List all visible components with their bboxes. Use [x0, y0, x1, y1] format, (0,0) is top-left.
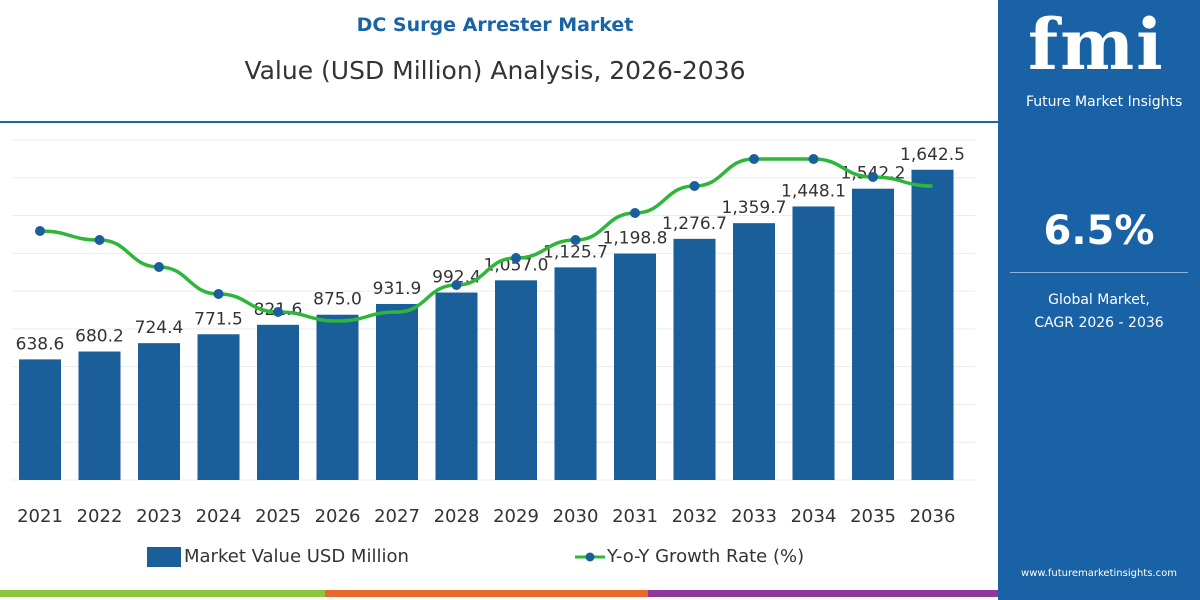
footer-strip-orange	[325, 590, 648, 597]
bar-2026	[316, 314, 359, 480]
chart-plot: 638.62021680.22022724.42023771.52024821.…	[12, 139, 975, 527]
data-label-2026: 875.0	[313, 290, 362, 310]
bar-2025	[257, 324, 299, 480]
bar-2028	[435, 292, 478, 480]
bar-2032	[673, 238, 716, 480]
data-label-2023: 724.4	[135, 318, 184, 338]
logo-subtitle: Future Market Insights	[1026, 94, 1183, 110]
website-link[interactable]: www.futuremarketinsights.com	[1021, 568, 1177, 579]
bar-2024	[197, 334, 240, 480]
data-label-2033: 1,359.7	[722, 198, 787, 218]
x-tick-2032: 2032	[672, 506, 718, 527]
data-label-2027: 931.9	[373, 279, 422, 299]
x-tick-2028: 2028	[434, 506, 480, 527]
chart-subtitle: Value (USD Million) Analysis, 2026-2036	[244, 56, 746, 85]
growth-marker-2028	[451, 280, 462, 290]
x-tick-2036: 2036	[910, 506, 956, 527]
x-tick-2023: 2023	[136, 506, 182, 527]
growth-line	[39, 157, 933, 323]
growth-marker-2025	[273, 307, 283, 317]
x-tick-2035: 2035	[850, 506, 896, 527]
legend-bar-label: Market Value USD Million	[184, 546, 409, 567]
data-label-2030: 1,125.7	[543, 242, 608, 262]
data-label-2032: 1,276.7	[662, 214, 727, 234]
growth-marker-2033	[749, 154, 759, 164]
x-tick-2025: 2025	[255, 506, 301, 527]
x-tick-2027: 2027	[374, 506, 420, 527]
x-tick-2021: 2021	[17, 506, 63, 527]
growth-marker-2022	[94, 235, 105, 245]
legend-line: Y-o-Y Growth Rate (%)	[573, 546, 804, 567]
data-label-2022: 680.2	[75, 327, 124, 347]
growth-marker-2034	[808, 154, 819, 164]
bar-2033	[733, 223, 775, 480]
x-tick-2034: 2034	[791, 506, 837, 527]
legend-bar-swatch	[147, 546, 181, 567]
data-label-2036: 1,642.5	[900, 145, 965, 165]
x-tick-2026: 2026	[315, 506, 361, 527]
cagr-panel: fmi Future Market Insights 6.5% Global M…	[998, 0, 1200, 600]
x-tick-2029: 2029	[493, 506, 539, 527]
x-tick-2024: 2024	[196, 506, 242, 527]
cagr-value: 6.5%	[1043, 208, 1155, 254]
growth-marker-2024	[213, 289, 224, 299]
x-tick-2030: 2030	[553, 506, 599, 527]
data-label-2034: 1,448.1	[781, 181, 846, 201]
growth-marker-2035	[868, 172, 878, 182]
bar-2029	[495, 280, 537, 480]
growth-marker-2029	[511, 253, 521, 263]
data-label-2021: 638.6	[16, 334, 65, 354]
footer-strip-green	[0, 590, 325, 597]
bar-2031	[614, 253, 656, 480]
cagr-label-2: CAGR 2026 - 2036	[1034, 315, 1164, 331]
bar-2035	[852, 188, 894, 480]
bar-2027	[376, 303, 418, 480]
growth-marker-2021	[35, 226, 45, 236]
cagr-label-1: Global Market,	[1048, 292, 1150, 308]
legend-bar: Market Value USD Million	[147, 546, 409, 567]
x-tick-2033: 2033	[731, 506, 777, 527]
bar-2021	[19, 359, 61, 480]
legend-line-label: Y-o-Y Growth Rate (%)	[607, 546, 805, 567]
growth-marker-2032	[689, 181, 700, 191]
growth-marker-2023	[154, 262, 164, 272]
bar-2030	[554, 267, 597, 480]
data-label-2031: 1,198.8	[603, 229, 668, 249]
bar-2023	[138, 343, 180, 480]
bar-2036	[911, 169, 954, 480]
growth-marker-2030	[570, 235, 581, 245]
fmi-logo: fmi	[1028, 3, 1165, 86]
x-tick-2022: 2022	[77, 506, 123, 527]
data-label-2024: 771.5	[194, 309, 243, 329]
bar-2034	[792, 206, 835, 480]
legend-line-swatch	[575, 552, 605, 561]
growth-marker-2031	[630, 208, 640, 218]
panel-divider	[1010, 272, 1188, 273]
footer-strip-purple	[648, 590, 998, 597]
header-divider	[0, 121, 998, 123]
x-tick-2031: 2031	[612, 506, 658, 527]
bar-2022	[78, 351, 121, 480]
chart-title: DC Surge Arrester Market	[356, 14, 634, 36]
